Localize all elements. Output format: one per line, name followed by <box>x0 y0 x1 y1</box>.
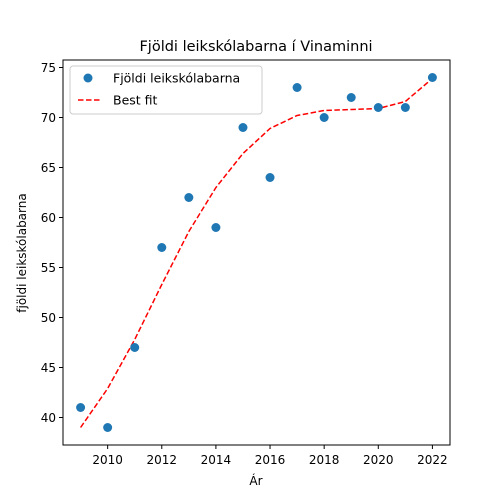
data-point <box>427 73 437 82</box>
y-tick-label: 55 <box>41 261 56 275</box>
legend-marker-scatter <box>83 73 93 83</box>
data-point <box>157 243 167 252</box>
data-point <box>238 123 248 132</box>
x-tick-label: 2016 <box>255 453 286 467</box>
data-point <box>184 193 194 202</box>
data-point <box>319 113 329 122</box>
legend-box <box>69 65 263 115</box>
legend-label-best-fit: Best fit <box>113 93 158 108</box>
data-point <box>103 423 113 432</box>
y-tick-label: 70 <box>41 111 56 125</box>
x-axis: 2010 2012 2014 2016 2018 2020 2022 <box>92 445 448 467</box>
best-fit-line-group <box>79 77 433 428</box>
legend: Fjöldi leikskólabarna Best fit <box>69 65 263 115</box>
data-point <box>400 103 410 112</box>
data-point <box>76 403 86 412</box>
scatter-points-group <box>76 73 437 432</box>
x-tick-label: 2010 <box>92 453 123 467</box>
y-axis-label: fjöldi leikskólabarna <box>15 193 29 312</box>
x-tick-label: 2022 <box>417 453 448 467</box>
y-tick-label: 65 <box>41 161 56 175</box>
y-tick-label: 60 <box>41 211 56 225</box>
y-tick-label: 75 <box>41 61 56 75</box>
x-tick-label: 2018 <box>309 453 340 467</box>
data-point <box>265 173 275 182</box>
y-axis: 40 45 50 55 60 65 70 75 <box>41 61 63 425</box>
x-tick-label: 2020 <box>363 453 394 467</box>
data-point <box>211 223 221 232</box>
best-fit-line <box>79 77 433 428</box>
data-point <box>292 83 302 92</box>
x-tick-label: 2014 <box>201 453 232 467</box>
x-axis-label: Ár <box>249 473 262 488</box>
y-tick-label: 45 <box>41 361 56 375</box>
legend-label-scatter: Fjöldi leikskólabarna <box>113 71 240 86</box>
y-tick-label: 40 <box>41 411 56 425</box>
data-point <box>346 93 356 102</box>
chart-title: Fjöldi leikskólabarna í Vinaminni <box>139 39 372 55</box>
data-point <box>130 343 140 352</box>
data-point <box>373 103 383 112</box>
y-tick-label: 50 <box>41 311 56 325</box>
plot-area <box>62 59 451 446</box>
x-tick-label: 2012 <box>147 453 178 467</box>
